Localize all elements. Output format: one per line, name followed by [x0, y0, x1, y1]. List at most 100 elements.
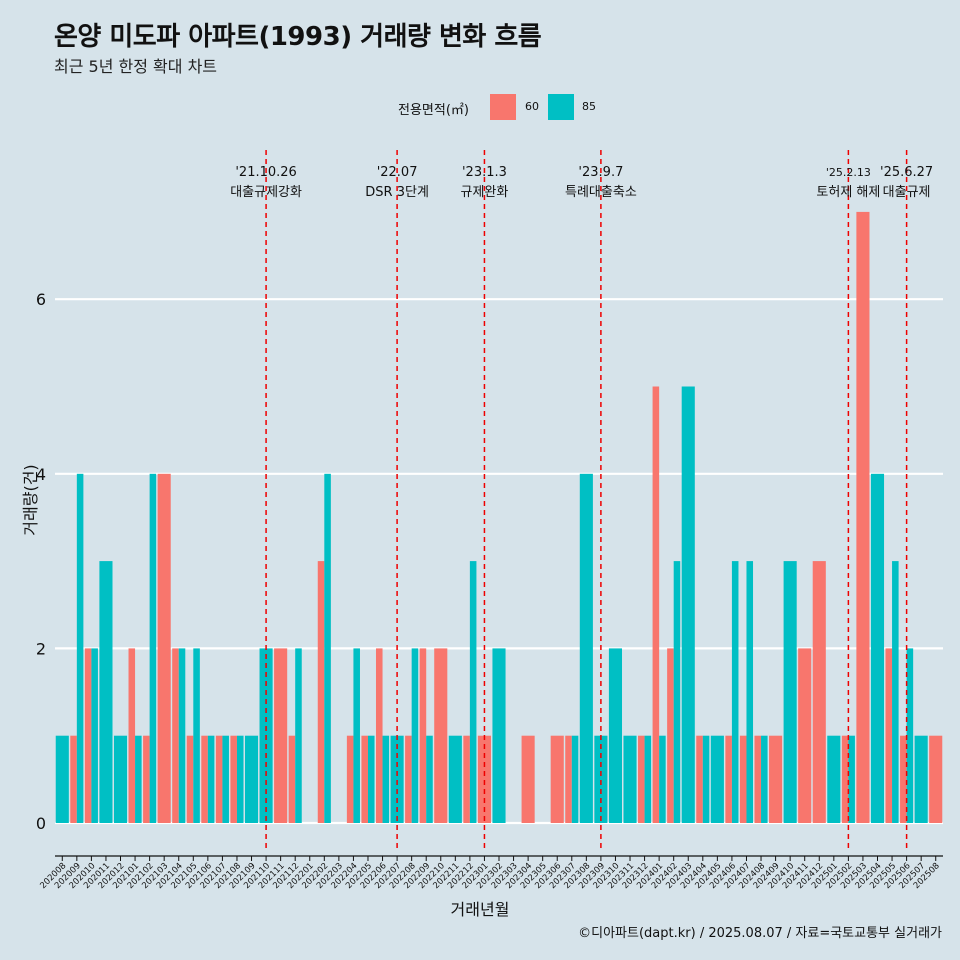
bar-60-202502: [841, 735, 849, 823]
bar-85-202207: [390, 735, 404, 823]
legend-title: 전용면적(㎡): [398, 103, 469, 118]
y-tick-label: 6: [36, 290, 46, 309]
bar-85-202102: [149, 473, 157, 823]
bar-85-202204: [353, 648, 360, 823]
bar-60-202212: [463, 735, 470, 823]
bar-85-202404: [702, 735, 710, 823]
bar-60-202204: [346, 735, 354, 823]
bar-85-202101: [135, 735, 142, 823]
bar-60-202106: [201, 735, 208, 823]
bar-60-202301: [477, 735, 491, 823]
legend-label-85: 85: [582, 100, 596, 113]
bar-60-202406: [725, 735, 732, 823]
bar-60-202102: [143, 735, 150, 823]
bar-60-202208: [405, 735, 412, 823]
bar-85-202403: [681, 386, 695, 823]
bar-85-202307: [571, 735, 579, 823]
bar-85-202504: [870, 473, 885, 823]
bar-60-202306: [550, 735, 564, 823]
bar-85-202212: [469, 561, 477, 823]
bar-85-202505: [892, 561, 899, 823]
bar-60-202402: [667, 648, 674, 823]
bar-60-202404: [696, 735, 703, 823]
legend: 전용면적(㎡) 60 85: [0, 92, 960, 122]
bar-60-202408: [754, 735, 762, 823]
event-date-202110: '21.10.26: [235, 165, 296, 180]
y-tick-label: 4: [36, 465, 46, 484]
bar-60-202409: [769, 735, 783, 823]
bar-60-202107: [215, 735, 223, 823]
bar-85-202410: [783, 561, 797, 823]
bar-85-202209: [426, 735, 433, 823]
event-date-202506: '25.6.27: [880, 165, 933, 180]
bar-85-202009: [76, 473, 84, 823]
bar-85-202302: [492, 648, 506, 823]
bar-85-202206: [382, 735, 390, 823]
bar-85-202211: [448, 735, 462, 823]
bar-85-202312: [644, 735, 652, 823]
bar-60-202401: [652, 386, 660, 823]
bar-60-202304: [521, 735, 535, 823]
bar-85-202506: [906, 648, 914, 823]
event-date-202502: '25.2.13: [826, 166, 871, 179]
bar-60-202101: [128, 648, 136, 823]
bar-85-202502: [848, 735, 855, 823]
bar-85-202308: [579, 473, 593, 823]
bar-85-202311: [623, 735, 637, 823]
bar-85-202106: [207, 735, 215, 823]
source-caption: ©디아파트(dapt.kr) / 2025.08.07 / 자료=국토교통부 실…: [578, 926, 942, 941]
bar-60-202508: [929, 735, 943, 823]
bar-85-202105: [193, 648, 200, 823]
legend-label-60: 60: [525, 100, 539, 113]
bar-85-202011: [99, 561, 113, 823]
y-tick-label: 2: [36, 639, 46, 658]
bar-60-202112: [288, 735, 296, 823]
event-date-202309: '23.9.7: [578, 165, 623, 180]
bar-60-202506: [900, 735, 907, 823]
bar-85-202407: [746, 561, 754, 823]
bar-60-202307: [565, 735, 572, 823]
bar-60-202108: [230, 735, 237, 823]
bar-85-202202: [324, 473, 331, 823]
bar-60-202503: [856, 211, 870, 823]
bar-85-202112: [295, 648, 302, 823]
event-label-202110: 대출규제강화: [230, 185, 302, 200]
bar-85-202401: [659, 735, 666, 823]
chart-subtitle: 최근 5년 한정 확대 차트: [54, 57, 218, 76]
bar-85-202406: [731, 561, 739, 823]
legend-swatch-60: [490, 94, 516, 120]
event-label-202506: 대출규제: [883, 185, 931, 200]
event-date-202301: '23.1.3: [462, 165, 507, 180]
bar-60-202111: [274, 648, 288, 823]
x-axis-title: 거래년월: [450, 900, 510, 919]
bar-60-202407: [739, 735, 747, 823]
bar-85-202402: [673, 561, 681, 823]
event-label-202207: DSR 3단계: [365, 185, 429, 200]
bar-85-202208: [411, 648, 419, 823]
bar-85-202309: [594, 735, 608, 823]
bar-85-202109: [244, 735, 259, 823]
chart-title: 온양 미도파 아파트(1993) 거래량 변화 흐름: [54, 22, 542, 52]
bar-60-202412: [812, 561, 826, 823]
bar-85-202104: [178, 648, 186, 823]
bar-85-202507: [914, 735, 928, 823]
bar-60-202103: [157, 473, 171, 823]
event-label-202502: 토허제 해제: [816, 185, 880, 200]
bar-85-202408: [761, 735, 768, 823]
legend-swatch-85: [548, 94, 574, 120]
bar-60-202205: [361, 735, 368, 823]
event-date-202207: '22.07: [377, 165, 418, 180]
bar-60-202104: [172, 648, 179, 823]
bar-60-202105: [186, 735, 194, 823]
bar-60-202009: [70, 735, 77, 823]
y-axis-title: 거래량(건): [21, 464, 40, 536]
y-tick-label: 0: [36, 814, 46, 833]
bar-60-202210: [434, 648, 448, 823]
bar-60-202312: [638, 735, 645, 823]
bar-85-202108: [236, 735, 244, 823]
event-label-202301: 규제완화: [461, 185, 509, 200]
bar-60-202206: [375, 648, 383, 823]
bar-85-202010: [91, 648, 98, 823]
bar-60-202505: [885, 648, 893, 823]
